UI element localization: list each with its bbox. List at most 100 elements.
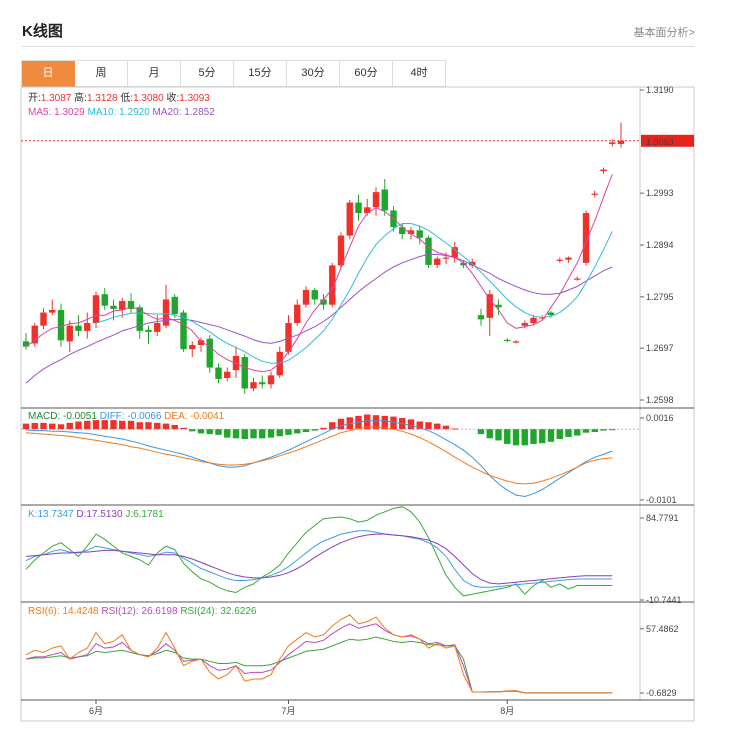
macd-bar [591,429,598,433]
kdj-info: K:13.7347 D:17.5130 J:6.1781 [28,509,164,520]
candle-body [434,258,441,265]
price-axis-label: 1.2894 [646,240,674,250]
candle-body [372,192,380,208]
candle-body [609,142,616,144]
price-axis-label: 1.2993 [646,188,674,198]
macd-bar [171,425,178,430]
macd-bar [451,428,458,430]
candle-body [521,323,528,326]
candle-body [197,340,205,346]
period-tabs: 日 周 月 5分 15分 30分 60分 4时 [21,60,446,87]
macd-bar [565,429,572,437]
ma-info-item: MA10: 1.2920 [87,107,152,118]
candle-body [84,323,91,331]
candle-body [154,323,161,332]
candle-body [504,339,511,341]
candle-body [547,312,555,316]
ma5-line [25,174,613,373]
macd-bar [162,423,170,430]
last-price-tag [641,134,694,147]
candle-body [75,325,82,331]
candle-body [460,262,467,266]
candle-body [442,257,450,259]
candle-body [180,312,187,350]
candle-body [189,345,196,350]
macd-info-item: DIFF: -0.0066 [100,411,164,422]
kdj-axis-label: 84.7791 [646,513,679,523]
macd-bar [66,422,73,430]
macd-axis-label: 0.0016 [646,413,674,423]
macd-bar [329,422,336,430]
rsi-info-item: RSI(6): 14.4248 [28,606,101,617]
macd-bar [197,429,205,434]
page-title: K线图 [22,23,63,40]
macd-bar [75,421,82,430]
rsi-info-item: RSI(24): 32.6226 [180,606,257,617]
tab-day[interactable]: 日 [22,61,75,87]
macd-bar [512,429,520,446]
macd-bar [101,420,108,430]
macd-bar [302,429,310,433]
macd-info-item: DEA: -0.0041 [164,411,224,422]
candle-body [556,259,563,261]
macd-bar [337,418,345,430]
tab-15min[interactable]: 15分 [234,61,287,87]
candle-body [530,317,537,324]
j-line [25,506,613,597]
ohlc-label: 高: [74,91,87,104]
ohlc-label: 开: [28,93,41,104]
tab-month[interactable]: 月 [128,61,181,87]
macd-bar [241,429,248,440]
fundamental-analysis-link[interactable]: 基本面分析> [633,27,695,39]
candle-body [66,325,73,342]
candle-body [224,371,231,379]
candle-body [250,382,257,389]
candle-body [329,265,336,305]
candle-body [451,247,458,258]
macd-bar [311,429,318,431]
candle-body [206,338,213,368]
macd-bar [390,416,397,430]
dea-line [25,426,613,485]
candle-body [346,202,353,236]
candle-body [302,290,310,305]
candle-body [486,294,493,318]
rsi-info-item: RSI(12): 26.6198 [101,606,180,617]
candle-body [477,315,485,320]
macd-bar [154,422,161,430]
ohlc-value: 1.3087 [41,93,74,104]
candle-body [259,382,266,385]
macd-bar [180,427,187,430]
macd-bar [320,427,327,430]
ma-info-item: MA20: 1.2852 [153,107,216,118]
ma-info: MA5: 1.3029 MA10: 1.2920 MA20: 1.2852 [28,107,215,118]
candle-body [574,278,581,280]
candle-body [241,357,248,389]
macd-bar [224,429,231,438]
x-axis-label: 6月 [89,706,103,716]
candle-body [364,207,371,214]
tab-60min[interactable]: 60分 [340,61,393,87]
tab-week[interactable]: 周 [75,61,128,87]
price-axis-label: 1.2795 [646,292,674,302]
macd-bar [530,429,537,444]
macd-bar [57,424,65,430]
macd-bar [127,420,135,430]
candle-body [145,329,152,332]
macd-bar [609,429,616,431]
candle-body [399,227,406,235]
price-axis-label: 1.2598 [646,395,674,405]
macd-bar [259,429,266,439]
macd-bar [145,422,152,430]
macd-bar [477,429,485,435]
macd-bar [206,429,213,435]
tab-5min[interactable]: 5分 [181,61,234,87]
macd-bar [294,429,301,434]
macd-bar [582,429,590,433]
macd-bar [434,423,441,430]
macd-bar [486,429,493,439]
macd-bar [600,429,607,431]
macd-bar [250,429,257,439]
x-axis-label: 7月 [281,706,295,716]
